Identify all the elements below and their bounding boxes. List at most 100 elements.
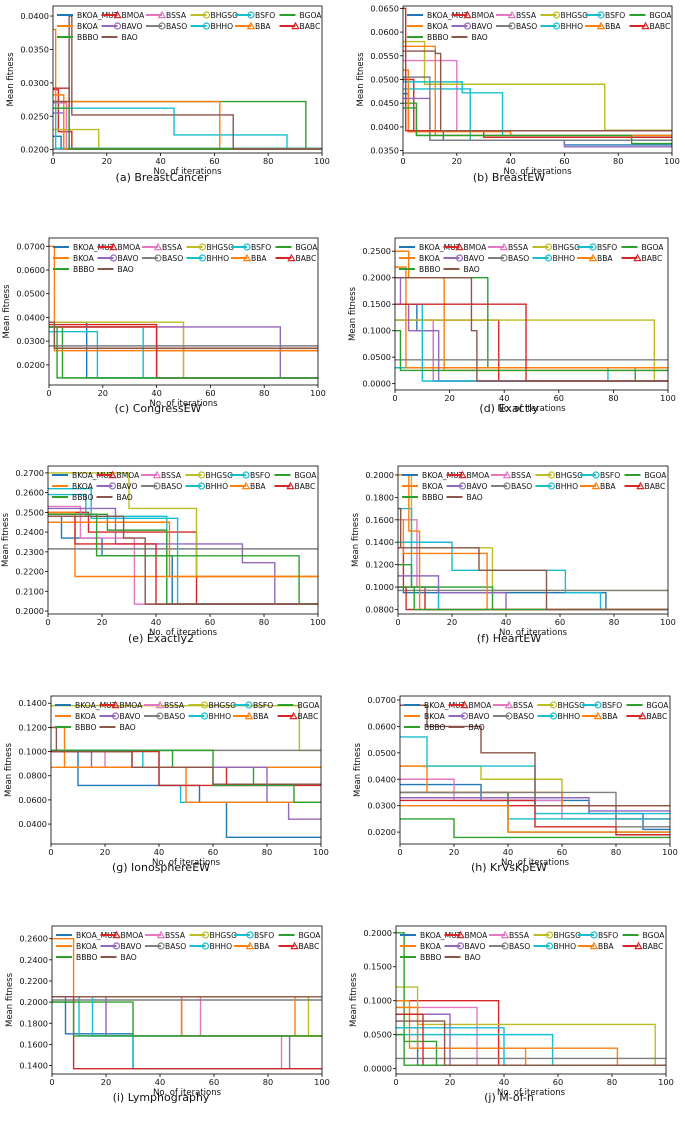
bssa-legend-marker bbox=[499, 242, 509, 251]
baso-legend-marker bbox=[157, 942, 165, 950]
x-tick-label: 80 bbox=[607, 1077, 617, 1087]
legend-label: BASO bbox=[166, 22, 187, 31]
legend-label: BKOA_MUT bbox=[73, 243, 115, 252]
legend-label: BKOA_MUT bbox=[422, 471, 464, 480]
y-tick-label: 0.0600 bbox=[18, 795, 47, 805]
legend: BKOA_MUT BMOA BSSA BHGSO BSFO BGOA BKOA BAVO BAS… bbox=[404, 700, 669, 732]
series-line-bba bbox=[53, 94, 322, 150]
y-tick-label: 0.1200 bbox=[365, 560, 394, 570]
baso-legend-marker bbox=[154, 254, 162, 262]
series-line-bhho bbox=[403, 81, 672, 137]
y-tick-label: 0.2000 bbox=[363, 928, 392, 938]
bssa-legend-marker bbox=[507, 10, 517, 19]
x-axis-label: No. of iterations bbox=[153, 167, 222, 177]
bsfo-legend-marker bbox=[245, 701, 253, 709]
series-line-bao bbox=[51, 726, 321, 785]
legend-label: BBBO bbox=[77, 33, 98, 42]
legend-label: BMOA bbox=[120, 701, 144, 710]
y-tick-label: 0.1000 bbox=[362, 326, 391, 336]
bsfo-legend-marker bbox=[589, 243, 597, 251]
legend-label: BMOA bbox=[122, 11, 146, 20]
y-tick-label: 0.1000 bbox=[365, 582, 394, 592]
series-line-bhgso bbox=[395, 319, 668, 382]
bsfo-legend-marker bbox=[246, 931, 254, 939]
y-tick-label: 0.0650 bbox=[370, 3, 399, 13]
legend-label: BBBO bbox=[427, 33, 448, 42]
y-tick-label: 0.0000 bbox=[363, 1064, 392, 1074]
bhgso-legend-marker bbox=[202, 11, 211, 19]
chart-caption: (a) BreastCancer bbox=[115, 171, 209, 184]
legend-label: BAVO bbox=[472, 22, 493, 31]
y-tick-label: 0.1400 bbox=[18, 698, 47, 708]
series-group bbox=[49, 245, 318, 379]
bsfo-legend-marker bbox=[247, 11, 255, 19]
y-tick-label: 0.0500 bbox=[363, 1030, 392, 1040]
legend-label: BASO bbox=[161, 482, 182, 491]
y-tick-label: 0.2700 bbox=[15, 468, 44, 478]
babc-legend-marker bbox=[641, 21, 650, 30]
legend-label: BHHO bbox=[556, 482, 579, 491]
legend-label: BBA bbox=[605, 22, 621, 31]
series-line-bsfo bbox=[398, 507, 668, 611]
babc-legend-marker bbox=[290, 941, 299, 950]
legend-label: BBA bbox=[255, 22, 271, 31]
legend-label: BHGSO bbox=[556, 471, 584, 480]
plot-frame bbox=[50, 695, 322, 845]
legend-label: BMOA bbox=[469, 701, 493, 710]
legend-label: BSSA bbox=[511, 471, 532, 480]
legend-label: BABC bbox=[647, 712, 668, 721]
legend-label: BAO bbox=[469, 723, 485, 732]
bssa-legend-marker bbox=[502, 470, 512, 479]
series-line-bao bbox=[403, 50, 672, 132]
x-tick-label: 80 bbox=[262, 847, 272, 857]
legend-label: BHGSO bbox=[206, 471, 234, 480]
chart-panel-1: 0.0350 0.0400 0.0450 0.0500 0.0550 0.0600 0.06… bbox=[356, 3, 680, 177]
legend-label: BAO bbox=[120, 723, 136, 732]
y-tick-label: 0.0250 bbox=[20, 111, 49, 121]
legend-label: BMOA bbox=[118, 243, 142, 252]
babc-legend-marker bbox=[291, 21, 300, 30]
plot-frame bbox=[395, 925, 667, 1075]
series-line-bba bbox=[403, 45, 672, 137]
legend-label: BMOA bbox=[465, 931, 489, 940]
series-line-bba bbox=[400, 804, 670, 833]
y-tick-label: 0.0300 bbox=[16, 336, 45, 346]
legend-label: BAVO bbox=[464, 254, 485, 263]
series-line-bba bbox=[48, 521, 318, 578]
bba-legend-marker bbox=[589, 941, 599, 950]
bsfo-legend-marker bbox=[592, 471, 600, 479]
bssa-legend-marker bbox=[156, 930, 166, 939]
bhgso-legend-marker bbox=[197, 471, 206, 479]
x-axis-label: No. of iterations bbox=[497, 1088, 566, 1098]
bavo-legend-marker bbox=[460, 712, 469, 720]
y-tick-label: 0.1200 bbox=[18, 722, 47, 732]
bmoa-legend-marker bbox=[109, 242, 118, 251]
legend-label: BSSA bbox=[161, 471, 182, 480]
legend-label: BAVO bbox=[118, 254, 139, 263]
chart-panel-3: 0.0000 0.0500 0.1000 0.1500 0.2000 0.2500 0 20 4… bbox=[348, 237, 676, 414]
y-tick-label: 0.1800 bbox=[19, 1018, 48, 1028]
plot-frame bbox=[397, 465, 669, 615]
bba-legend-marker bbox=[596, 21, 606, 30]
x-tick-label: 20 bbox=[100, 847, 110, 857]
plot-frame bbox=[51, 925, 323, 1075]
bhgso-legend-marker bbox=[200, 701, 209, 709]
legend-label: BKOA_MUT bbox=[419, 243, 461, 252]
series-line-bkoa_mut bbox=[395, 303, 668, 382]
legend: BKOA_MUT BMOA BSSA BHGSO BSFO BGOA BKOA BAVO BAS… bbox=[402, 470, 667, 502]
y-tick-label: 0.1500 bbox=[362, 299, 391, 309]
legend-label: BAVO bbox=[465, 942, 486, 951]
legend-label: BASO bbox=[513, 712, 534, 721]
babc-legend-marker bbox=[289, 711, 298, 720]
y-tick-label: 0.2200 bbox=[19, 976, 48, 986]
bmoa-legend-marker bbox=[455, 242, 464, 251]
y-tick-label: 0.1500 bbox=[363, 962, 392, 972]
legend-label: BKOA bbox=[72, 482, 94, 491]
x-axis-label: No. of iterations bbox=[153, 1088, 222, 1098]
y-tick-label: 0.2400 bbox=[15, 527, 44, 537]
x-tick-label: 60 bbox=[205, 617, 215, 627]
bsfo-legend-marker bbox=[594, 701, 602, 709]
x-tick-label: 0 bbox=[397, 847, 402, 857]
x-axis-label: No. of iterations bbox=[499, 628, 568, 638]
